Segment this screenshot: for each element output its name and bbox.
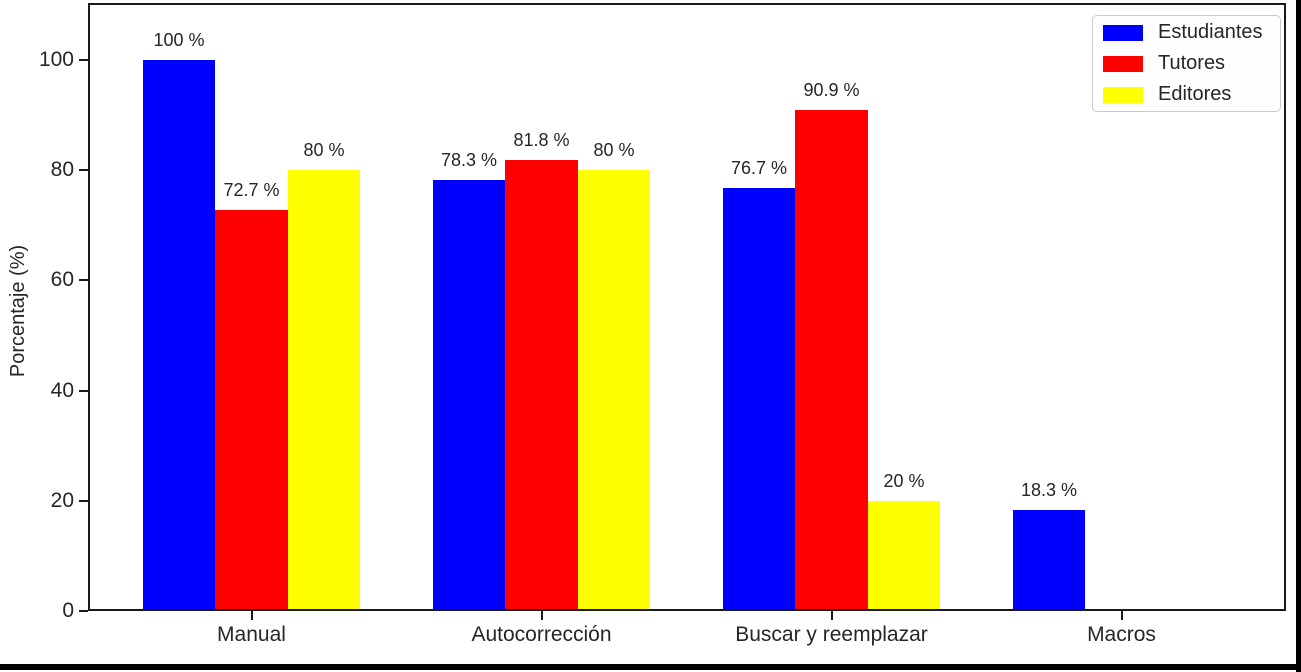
bar-estudiantes-3 [1012,510,1086,611]
page-border-bottom [0,664,1301,670]
bar-value-label: 76.7 % [730,158,788,179]
bar-value-label: 18.3 % [1020,480,1078,501]
bar-estudiantes-0 [142,60,216,611]
bar-value-label: 100 % [153,30,205,50]
y-tick-label: 100 [38,48,74,71]
y-tick-label: 20 [50,488,74,512]
x-tick-mark [1120,611,1123,620]
y-tick-mark [79,610,88,612]
y-tick-mark [79,169,88,172]
x-tick-label: Macros [1087,623,1156,646]
x-tick-mark [250,611,253,620]
y-tick-mark [79,389,88,392]
legend-swatch [1103,86,1143,103]
legend: Estudiantes Tutores Editores [1092,15,1281,112]
bar-tutores-2 [795,110,868,611]
bar-tutores-1 [505,160,578,611]
bar-value-label: 78.3 % [440,149,498,170]
y-tick-mark [79,279,88,282]
y-tick-label: 40 [50,378,74,402]
legend-label: Estudiantes [1158,21,1263,43]
y-tick-label: 80 [50,158,74,182]
y-tick-label: 0 [62,599,74,622]
legend-swatch [1103,55,1143,72]
legend-swatch [1103,24,1143,41]
y-tick-mark [79,59,88,61]
legend-item-editores: Editores [1103,82,1270,107]
bar-value-label: 90.9 % [803,80,860,101]
legend-item-estudiantes: Estudiantes [1103,20,1270,45]
legend-label: Editores [1158,83,1232,105]
bar-value-label: 72.7 % [223,180,280,201]
bar-editores-1 [577,170,651,611]
x-tick-mark [830,611,833,620]
legend-label: Tutores [1158,52,1226,74]
y-tick-label: 60 [50,268,74,292]
x-tick-label: Autocorrección [471,623,612,646]
bar-estudiantes-2 [722,188,796,611]
bar-estudiantes-1 [432,179,506,611]
bar-value-label: 81.8 % [513,130,570,151]
bar-value-label: 80 % [593,140,635,161]
bar-value-label: 20 % [883,470,925,491]
x-tick-label: Manual [217,623,286,646]
legend-item-tutores: Tutores [1103,51,1270,76]
y-axis-label: Porcentaje (%) [7,244,29,378]
bar-editores-0 [287,170,361,611]
bar-value-label: 80 % [303,140,345,161]
bar-editores-2 [867,500,941,611]
x-tick-label: Buscar y reemplazar [735,623,928,646]
y-tick-mark [79,499,88,502]
page-border-right [1296,0,1301,672]
x-tick-mark [540,611,543,620]
bar-tutores-0 [215,210,288,611]
